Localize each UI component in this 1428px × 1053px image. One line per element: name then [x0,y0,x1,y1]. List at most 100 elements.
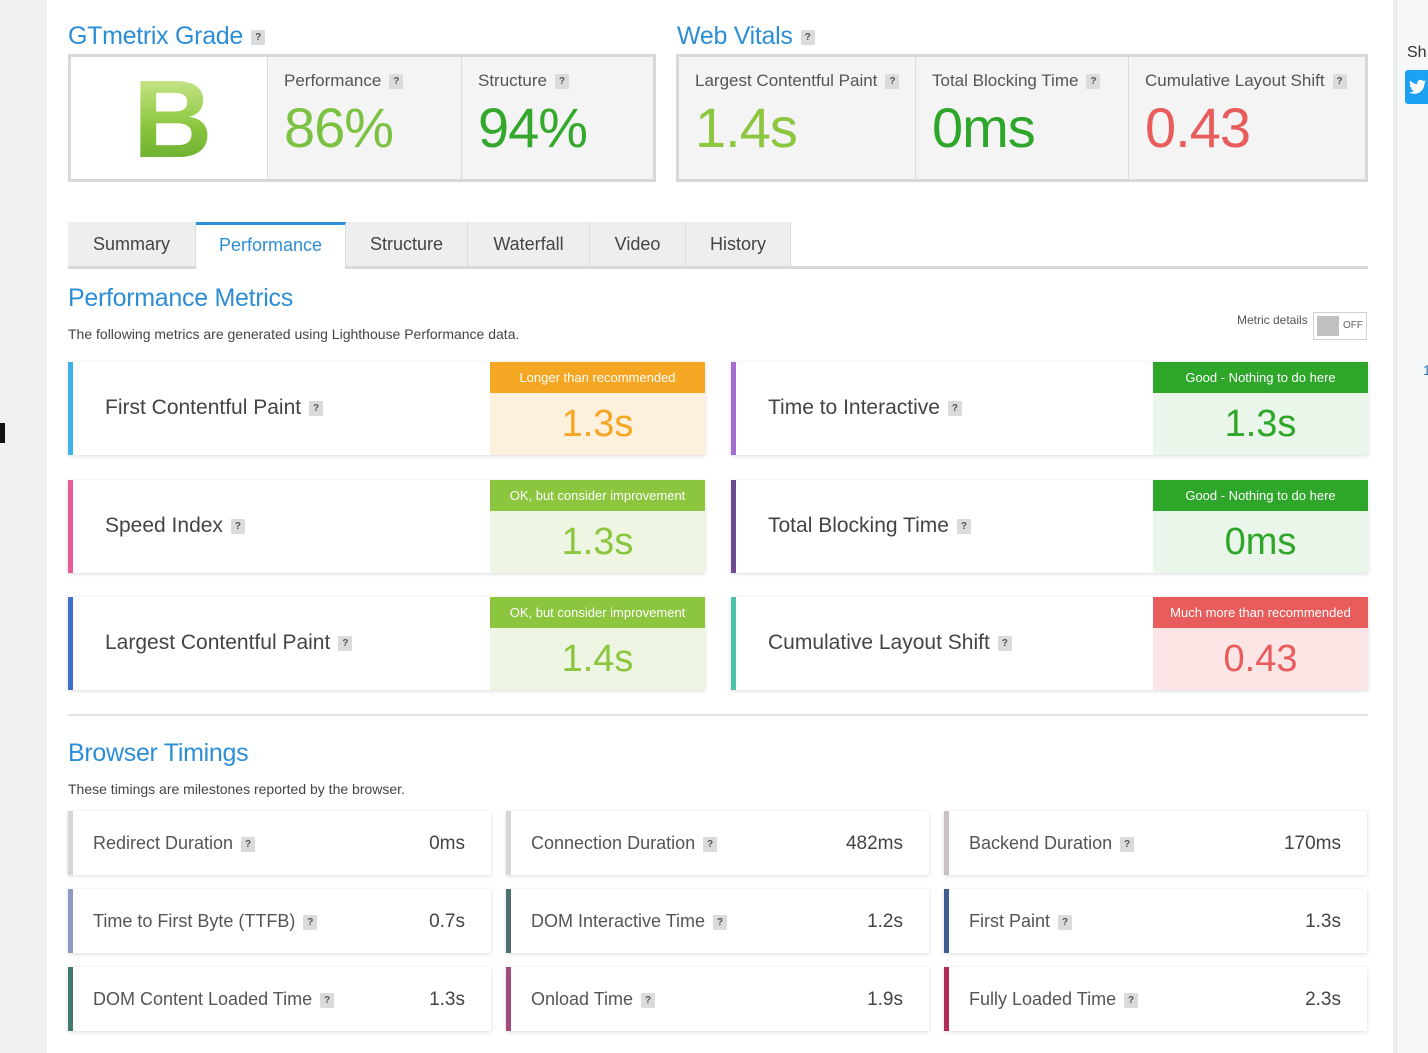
timing-color-bar [944,967,949,1031]
timing-value: 1.3s [429,989,465,1010]
metric-details-toggle-group: Metric details OFF [1237,312,1367,340]
structure-score-label: Structure? [478,71,569,91]
performance-metrics-title: Performance Metrics [68,284,293,312]
performance-score-cell: Performance? 86% [267,57,461,179]
grade-section-title: GTmetrix Grade? [68,22,265,51]
help-icon[interactable]: ? [800,29,815,45]
help-icon[interactable]: ? [554,74,569,90]
help-icon[interactable]: ? [997,635,1012,651]
timing-card: Redirect Duration? 0ms [68,811,491,875]
metric-status-badge: OK, but consider improvement [490,597,705,628]
metric-value: 1.3s [561,403,634,445]
vital-lcp-value: 1.4s [695,96,798,159]
timing-value: 170ms [1283,833,1341,854]
performance-metrics-description: The following metrics are generated usin… [68,326,520,342]
timing-value: 0ms [429,833,465,854]
timing-label: DOM Content Loaded Time? [93,989,335,1010]
metric-value: 0.43 [1223,638,1298,680]
metric-card: First Contentful Paint? Longer than recom… [68,362,705,455]
grade-letter: B [133,58,213,181]
timing-color-bar [68,811,73,875]
help-icon[interactable]: ? [956,518,971,534]
timing-label: First Paint? [969,911,1073,932]
vital-cls-label: Cumulative Layout Shift? [1145,71,1347,91]
browser-timings-description: These timings are milestones reported by… [68,781,405,797]
timing-value: 1.3s [1305,911,1341,932]
metric-color-bar [731,480,736,573]
metric-name: Total Blocking Time? [768,514,971,538]
metric-color-bar [731,597,736,690]
timing-label: Connection Duration? [531,833,718,854]
help-icon[interactable]: ? [389,74,404,90]
metric-name: Time to Interactive? [768,396,962,420]
metric-value-panel: Longer than recommended 1.3s [490,362,705,455]
help-icon[interactable]: ? [309,400,324,416]
web-vitals-box: Largest Contentful Paint? 1.4s Total Blo… [676,54,1368,182]
metric-value-panel: OK, but consider improvement 1.3s [490,480,705,573]
help-icon[interactable]: ? [1120,836,1135,852]
metric-card: Time to Interactive? Good - Nothing to do… [731,362,1368,455]
vital-cls-value: 0.43 [1145,96,1251,159]
structure-score-value: 94% [478,96,588,159]
help-icon[interactable]: ? [230,518,245,534]
timing-card: Backend Duration? 170ms [944,811,1367,875]
metric-details-toggle[interactable]: OFF [1313,312,1367,340]
tab-waterfall[interactable]: Waterfall [468,222,590,266]
help-icon[interactable]: ? [1058,914,1073,930]
timing-label: Time to First Byte (TTFB)? [93,911,318,932]
help-icon[interactable]: ? [303,914,318,930]
timing-color-bar [506,811,511,875]
timing-card: Connection Duration? 482ms [506,811,929,875]
metric-card: Cumulative Layout Shift? Much more than r… [731,597,1368,690]
share-label: Sh [1407,44,1427,61]
metric-details-label: Metric details [1237,313,1308,327]
timing-color-bar [68,967,73,1031]
metric-value: 1.3s [561,521,634,563]
help-icon[interactable]: ? [1332,74,1347,90]
help-icon[interactable]: ? [703,836,718,852]
timing-label: Backend Duration? [969,833,1135,854]
tab-structure[interactable]: Structure [346,222,468,266]
tab-summary[interactable]: Summary [68,222,196,266]
help-icon[interactable]: ? [241,836,256,852]
help-icon[interactable]: ? [885,74,900,90]
tab-history[interactable]: History [686,222,791,266]
metric-value: 0ms [1224,521,1297,563]
help-icon[interactable]: ? [251,29,265,45]
tab-performance[interactable]: Performance [196,222,346,269]
timing-card: Time to First Byte (TTFB)? 0.7s [68,889,491,953]
help-icon[interactable]: ? [338,635,353,651]
help-icon[interactable]: ? [320,992,335,1008]
metric-value-panel: Good - Nothing to do here 1.3s [1153,362,1368,455]
timing-card: Onload Time? 1.9s [506,967,929,1031]
help-icon[interactable]: ? [641,992,656,1008]
timing-color-bar [68,889,73,953]
grade-cell: B [71,57,267,179]
share-count[interactable]: 1 [1423,362,1428,378]
timing-label: Fully Loaded Time? [969,989,1139,1010]
toggle-state: OFF [1343,320,1363,331]
twitter-icon[interactable] [1405,70,1428,104]
grade-title-text: GTmetrix Grade [68,22,243,50]
timing-label: Onload Time? [531,989,656,1010]
timing-value: 1.2s [867,911,903,932]
help-icon[interactable]: ? [947,400,962,416]
metric-value-panel: Much more than recommended 0.43 [1153,597,1368,690]
share-sidebar: Sh 1 [1396,0,1428,1053]
help-icon[interactable]: ? [1086,74,1101,90]
timing-card: First Paint? 1.3s [944,889,1367,953]
vital-cls-cell: Cumulative Layout Shift? 0.43 [1128,57,1365,179]
timing-value: 0.7s [429,911,465,932]
edge-marker-left [0,423,5,443]
help-icon[interactable]: ? [1124,992,1139,1008]
help-icon[interactable]: ? [713,914,728,930]
metric-value: 1.3s [1224,403,1297,445]
metric-color-bar [68,362,73,455]
tab-video[interactable]: Video [590,222,686,266]
metric-color-bar [731,362,736,455]
timing-card: DOM Interactive Time? 1.2s [506,889,929,953]
metric-status-badge: Good - Nothing to do here [1153,362,1368,393]
vital-tbt-label: Total Blocking Time? [932,71,1101,91]
metric-name: Cumulative Layout Shift? [768,631,1012,655]
performance-score-value: 86% [284,96,394,159]
